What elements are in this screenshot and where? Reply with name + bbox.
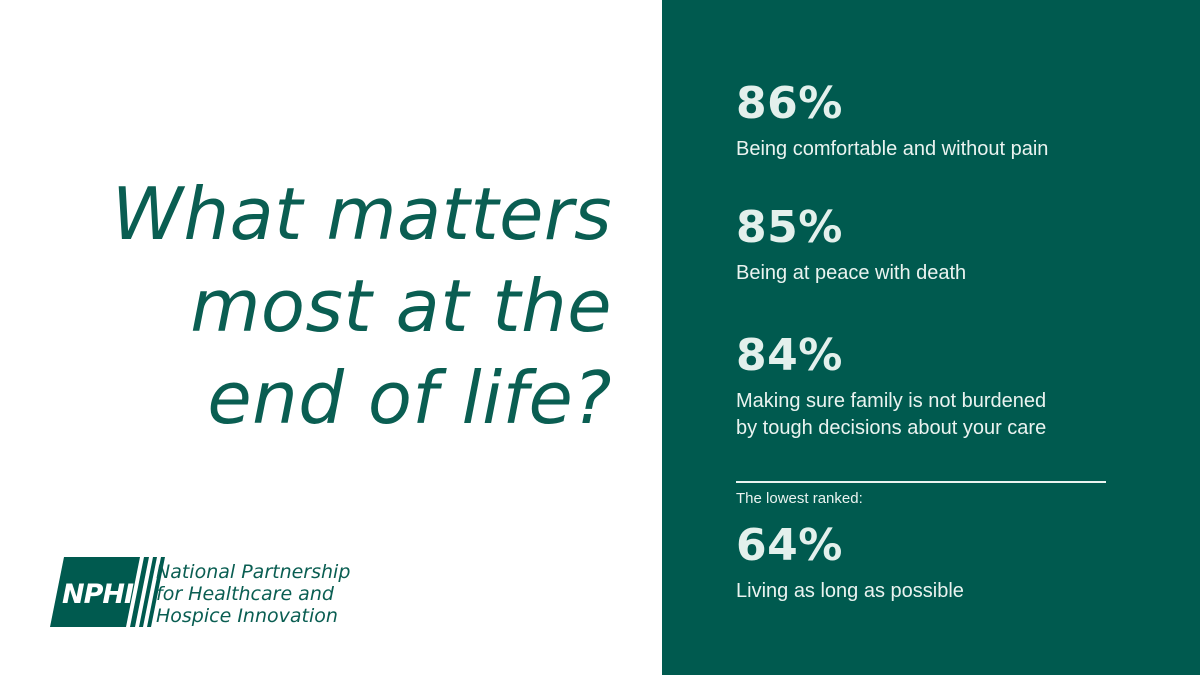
nphi-logo: NPHI National Partnership for Healthcare… xyxy=(50,555,390,629)
headline: What matters most at the end of life? xyxy=(12,168,612,444)
stat-value: 64% xyxy=(736,520,843,571)
stats-panel: 86% Being comfortable and without pain 8… xyxy=(662,0,1200,675)
divider xyxy=(736,481,1106,483)
stat-value: 85% xyxy=(736,202,843,253)
logo-name-line-1: National Partnership xyxy=(156,561,351,583)
stat-description: Being at peace with death xyxy=(736,260,966,287)
stat-description-line: Living as long as possible xyxy=(736,580,964,602)
stat-description-line: Being at peace with death xyxy=(736,262,967,284)
stat-item: 85% Being at peace with death xyxy=(736,204,966,287)
left-panel: What matters most at the end of life? NP… xyxy=(12,168,612,629)
stat-description-line: by tough decisions about your care xyxy=(736,417,1047,439)
stat-item: 84% Making sure family is not burdened b… xyxy=(736,332,1046,442)
stat-description: Living as long as possible xyxy=(736,578,964,605)
nphi-logo-mark-icon: NPHI xyxy=(50,557,165,627)
logo-name: National Partnership for Healthcare and … xyxy=(156,561,350,627)
logo-name-line-3: Hospice Innovation xyxy=(156,605,338,627)
stat-description: Making sure family is not burdened by to… xyxy=(736,388,1046,442)
stat-description-line: Being comfortable and without pain xyxy=(736,138,1049,160)
stat-description: Being comfortable and without pain xyxy=(736,136,1048,163)
stat-item: 86% Being comfortable and without pain xyxy=(736,80,1048,163)
stat-value: 86% xyxy=(736,78,843,129)
headline-line-2: most at the xyxy=(190,264,612,348)
headline-line-3: end of life? xyxy=(207,356,612,440)
headline-line-1: What matters xyxy=(111,172,612,256)
stat-value: 84% xyxy=(736,330,843,381)
stat-item-lowest: 64% Living as long as possible xyxy=(736,522,964,605)
nphi-abbr: NPHI xyxy=(62,579,134,610)
logo-name-line-2: for Healthcare and xyxy=(156,583,334,605)
lowest-ranked-label: The lowest ranked: xyxy=(736,490,863,507)
stat-description-line: Making sure family is not burdened xyxy=(736,390,1047,412)
